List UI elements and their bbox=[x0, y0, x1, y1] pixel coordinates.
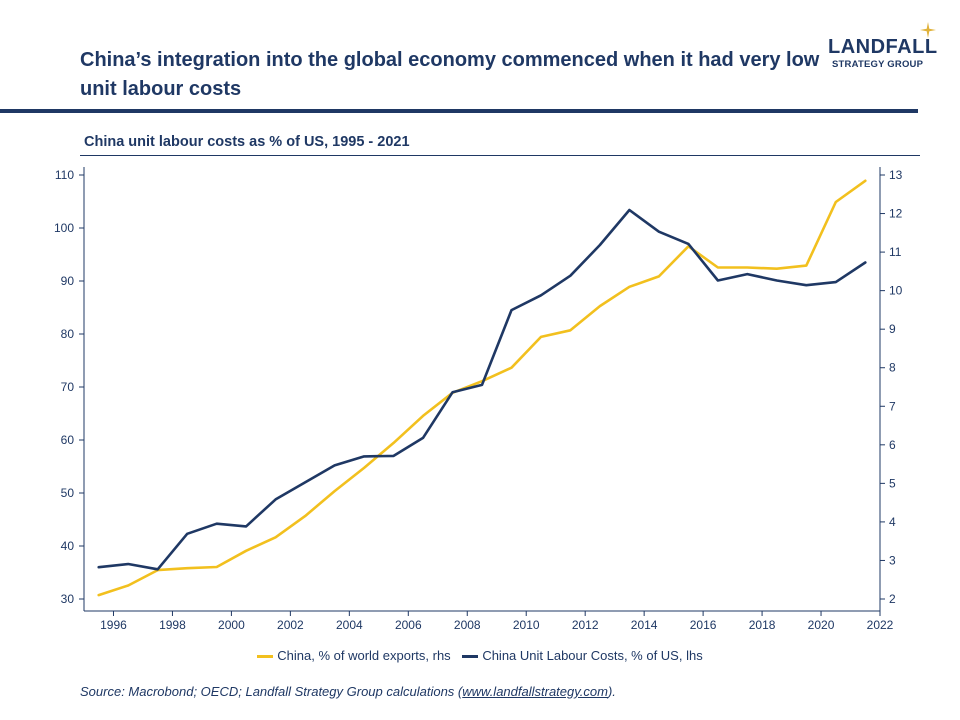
right-y-tick-label: 11 bbox=[889, 245, 902, 259]
x-tick-label: 2004 bbox=[336, 618, 363, 632]
x-tick-label: 2020 bbox=[808, 618, 835, 632]
page-title: China’s integration into the global econ… bbox=[80, 49, 820, 100]
source-note: Source: Macrobond; OECD; Landfall Strate… bbox=[80, 684, 616, 699]
right-y-tick-label: 3 bbox=[889, 553, 896, 567]
x-tick-label: 1998 bbox=[159, 618, 186, 632]
right-y-tick-label: 12 bbox=[889, 207, 903, 221]
x-tick-label: 2010 bbox=[513, 618, 540, 632]
right-y-tick-label: 6 bbox=[889, 438, 896, 452]
x-tick-label: 2018 bbox=[749, 618, 776, 632]
right-y-tick-label: 2 bbox=[889, 592, 896, 606]
right-y-tick-label: 9 bbox=[889, 322, 896, 336]
x-tick-label: 2012 bbox=[572, 618, 599, 632]
logo-tagline: STRATEGY GROUP bbox=[832, 59, 924, 70]
left-y-tick-label: 100 bbox=[54, 221, 74, 235]
legend-item-ulc: China Unit Labour Costs, % of US, lhs bbox=[462, 648, 703, 663]
legend-label-ulc: China Unit Labour Costs, % of US, lhs bbox=[482, 648, 703, 663]
series-line-exports bbox=[97, 179, 867, 597]
left-y-tick-label: 90 bbox=[61, 274, 75, 288]
chart-title: China unit labour costs as % of US, 1995… bbox=[84, 134, 410, 150]
source-link[interactable]: www.landfallstrategy.com bbox=[462, 684, 608, 699]
x-tick-label: 2016 bbox=[690, 618, 717, 632]
legend-swatch-exports bbox=[257, 655, 274, 659]
right-y-tick-label: 13 bbox=[889, 168, 903, 182]
left-y-tick-label: 40 bbox=[61, 539, 75, 553]
x-tick-label: 2006 bbox=[395, 618, 422, 632]
x-tick-label: 2014 bbox=[631, 618, 658, 632]
right-y-tick-label: 8 bbox=[889, 361, 896, 375]
source-suffix: ). bbox=[607, 684, 616, 699]
x-tick-label: 2022 bbox=[867, 618, 894, 632]
right-y-tick-label: 7 bbox=[889, 399, 896, 413]
logo-wordmark: LANDFALL bbox=[828, 36, 938, 58]
left-y-tick-label: 70 bbox=[61, 380, 75, 394]
right-y-tick-label: 5 bbox=[889, 476, 896, 490]
x-tick-label: 2008 bbox=[454, 618, 481, 632]
x-tick-label: 2000 bbox=[218, 618, 245, 632]
chart-title-divider bbox=[80, 155, 920, 156]
series-line-ulc bbox=[97, 208, 867, 571]
legend-item-exports: China, % of world exports, rhs bbox=[257, 648, 451, 663]
left-y-tick-label: 80 bbox=[61, 327, 75, 341]
x-tick-label: 2002 bbox=[277, 618, 304, 632]
legend-label-exports: China, % of world exports, rhs bbox=[277, 648, 451, 663]
left-y-tick-label: 50 bbox=[61, 486, 75, 500]
left-y-tick-label: 60 bbox=[61, 433, 75, 447]
source-text: Source: Macrobond; OECD; Landfall Strate… bbox=[80, 684, 463, 699]
right-y-tick-label: 10 bbox=[889, 284, 903, 298]
compass-star-icon bbox=[920, 22, 936, 38]
right-y-tick-label: 4 bbox=[889, 515, 896, 529]
x-tick-label: 1996 bbox=[100, 618, 127, 632]
header-divider bbox=[0, 109, 918, 113]
legend-swatch-ulc bbox=[462, 655, 479, 659]
chart-legend: China, % of world exports, rhs China Uni… bbox=[0, 648, 960, 663]
left-y-tick-label: 30 bbox=[61, 592, 75, 606]
company-logo: LANDFALL STRATEGY GROUP bbox=[828, 22, 938, 74]
left-y-tick-label: 110 bbox=[55, 168, 74, 182]
